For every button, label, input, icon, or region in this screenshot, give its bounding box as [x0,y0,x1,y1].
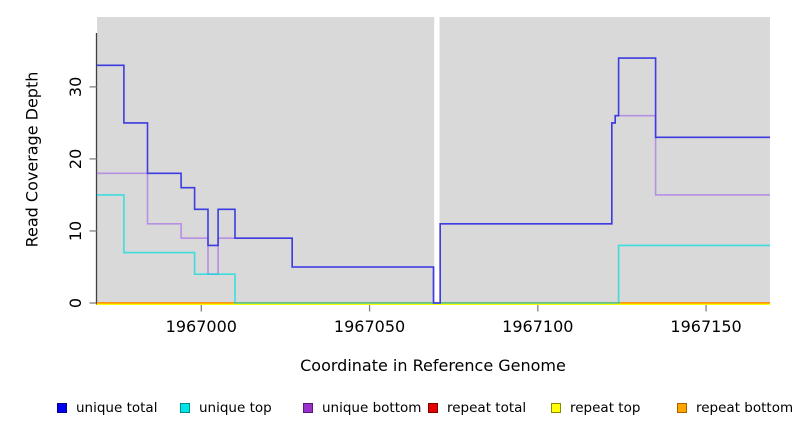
x-tick-label: 1967150 [670,317,741,336]
legend-label: unique top [199,400,272,416]
plot-panel [97,17,770,305]
legend-label: repeat top [570,400,641,416]
legend-label: repeat bottom [696,400,792,416]
legend-swatch-repeat-total [428,403,438,413]
legend-label: unique total [76,400,158,416]
y-tick-label: 30 [66,77,85,97]
legend-label: repeat total [447,400,527,416]
y-tick-label: 0 [66,298,85,308]
y-tick-label: 10 [66,221,85,241]
y-axis-title: Read Coverage Depth [22,71,42,248]
legend-label: unique bottom [322,400,422,416]
series-unique-total [97,57,770,304]
legend-swatch-unique-top [180,403,190,413]
legend-swatch-repeat-top [551,403,561,413]
coverage-gap-band [434,17,440,305]
legend-swatch-unique-bottom [303,403,313,413]
x-tick-label: 1967100 [502,317,573,336]
legend-swatch-unique-total [57,403,67,413]
x-tick-label: 1967050 [334,317,405,336]
y-tick-label: 20 [66,149,85,169]
x-tick-label: 1967000 [166,317,237,336]
x-axis-title: Coordinate in Reference Genome [300,356,566,375]
series-unique-top [97,194,770,304]
legend-swatch-repeat-bottom [677,403,687,413]
